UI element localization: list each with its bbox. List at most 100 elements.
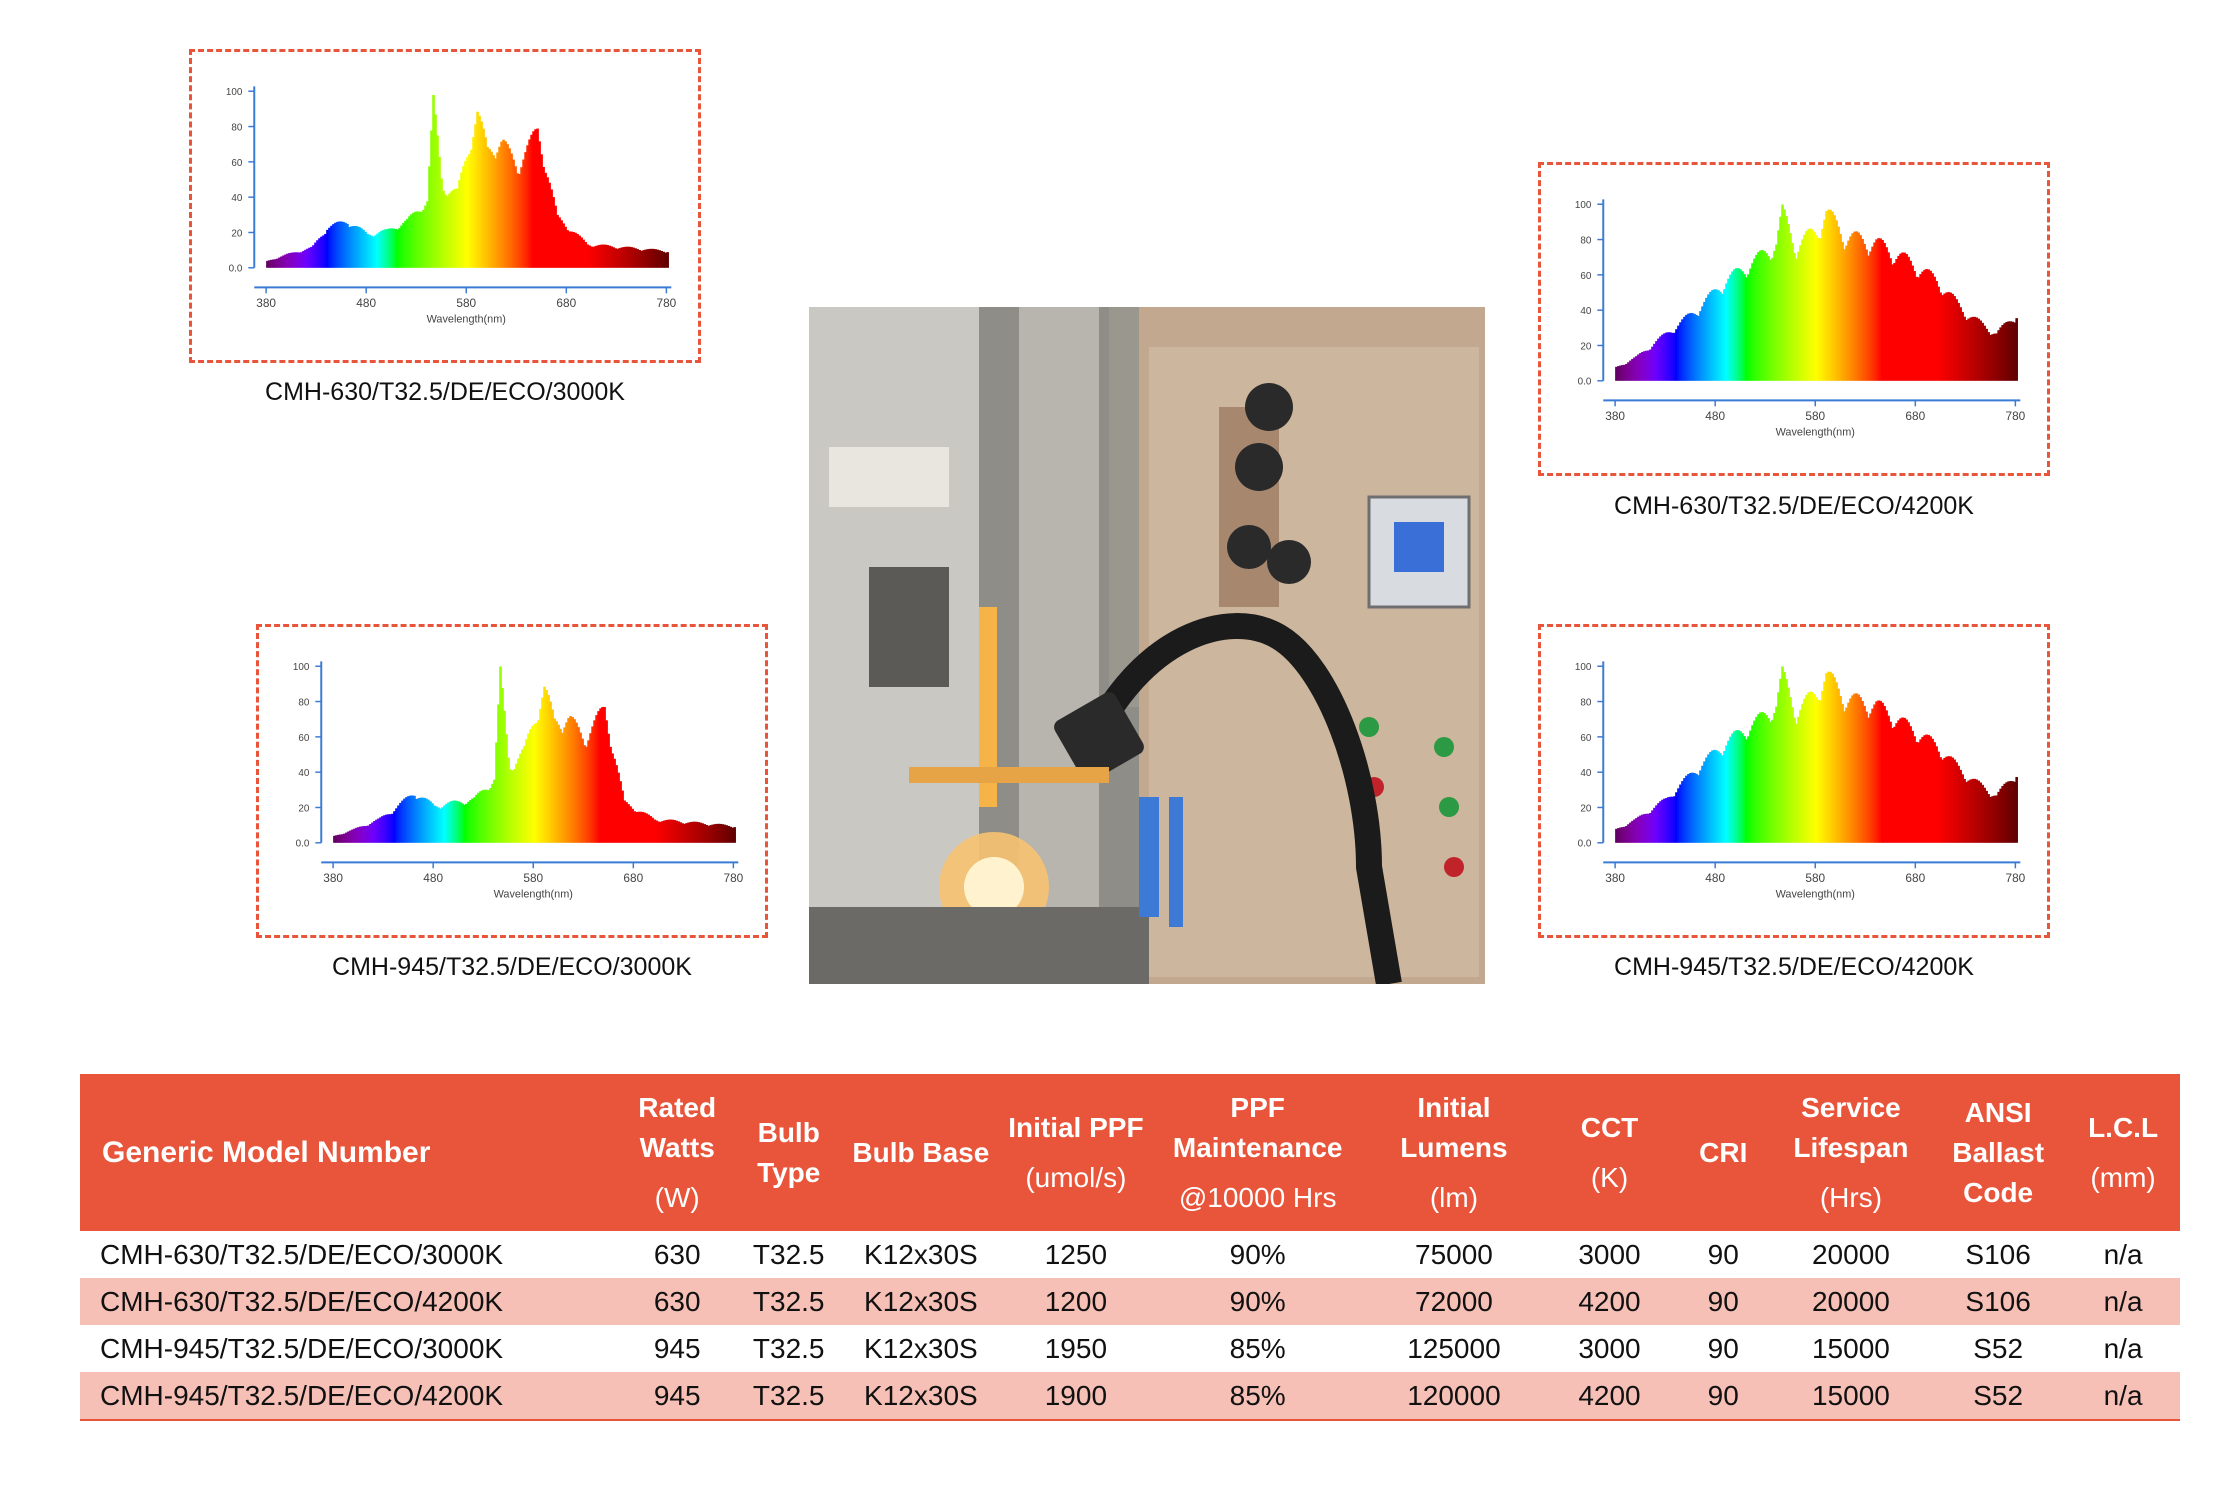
spectrum-bar xyxy=(1759,712,1762,843)
spectrum-bar xyxy=(342,221,345,268)
spectrum-bar xyxy=(1713,749,1716,843)
spectrum-bar xyxy=(727,825,730,843)
spectrum-bar xyxy=(489,788,492,843)
y-tick-label: 0.0 xyxy=(296,839,310,850)
spectrum-bar xyxy=(1971,316,1974,381)
table-row: CMH-945/T32.5/DE/ECO/4200K 945 T32.5 K12x30… xyxy=(80,1372,2180,1420)
spectrum-bar xyxy=(1911,730,1914,843)
spectrum-bar xyxy=(1799,245,1802,381)
spectrum-bar xyxy=(620,247,623,268)
spectrum-bar xyxy=(497,704,500,843)
spectrum-bar xyxy=(1967,318,1970,381)
spectrum-bar xyxy=(1925,734,1928,843)
spectrum-bar xyxy=(699,822,702,843)
spectrum-bar xyxy=(1801,703,1804,843)
spectrum-bar xyxy=(1679,322,1682,381)
spectrum-bar xyxy=(1741,271,1744,381)
spectrum-bar xyxy=(1779,216,1782,381)
spectrum-bar xyxy=(491,783,494,843)
table-cell: T32.5 xyxy=(752,1238,825,1270)
spectrum-bar xyxy=(354,225,357,268)
spectrum-bar xyxy=(681,823,684,843)
spectrum-bar xyxy=(437,807,440,843)
spectrum-bar xyxy=(545,690,548,843)
spectrum-bar xyxy=(707,825,710,843)
spectrum-bar xyxy=(375,819,378,843)
spectrum-bar xyxy=(1637,354,1640,381)
spectrum-bar xyxy=(570,231,573,268)
x-tick-label: 480 xyxy=(1705,871,1725,885)
spectrum-bar xyxy=(1953,759,1956,843)
header-cct: CCT (K) xyxy=(1580,1111,1639,1193)
spectrum-bar xyxy=(525,739,528,843)
x-tick-label: 580 xyxy=(456,296,476,310)
spectrum-bar xyxy=(335,835,338,843)
spectrum-bar xyxy=(1717,290,1720,381)
spectrum-bar xyxy=(1689,772,1692,843)
table-cell: n/a xyxy=(2103,1379,2143,1411)
spectrum-bar xyxy=(399,802,402,843)
header-cri: CRI xyxy=(1699,1136,1748,1168)
spectrum-bar xyxy=(507,757,510,843)
spectrum-bar xyxy=(1763,713,1766,843)
spectrum-bar xyxy=(1969,779,1972,843)
spectrum-bar xyxy=(677,821,680,843)
spectrum-bar xyxy=(1913,271,1916,381)
spectrum-bar xyxy=(695,821,698,843)
spectrum-bar xyxy=(1999,788,2002,843)
spectrum-bar xyxy=(428,166,431,268)
spectrum-bar xyxy=(1927,269,1930,381)
spectrum-bar xyxy=(593,720,596,843)
spectrum-bar xyxy=(1945,292,1948,381)
spectrum-bar xyxy=(272,259,275,268)
spectrum-bar xyxy=(1771,257,1774,381)
spectrum-bar xyxy=(528,139,531,268)
spectrum-bar xyxy=(1833,215,1836,381)
spectrum-bar xyxy=(537,720,540,843)
spectrum-bar xyxy=(523,745,526,843)
spectrum-bar xyxy=(1839,695,1842,843)
spectrum-bar xyxy=(359,826,362,843)
spectrum-bar xyxy=(480,121,483,268)
spectrum-bar xyxy=(1779,678,1782,843)
header-lcl: L.C.L (mm) xyxy=(2088,1111,2159,1193)
spectrum-bar xyxy=(626,246,629,268)
table-row: CMH-945/T32.5/DE/ECO/3000K 945 T32.5 K12x30… xyxy=(80,1325,2180,1372)
spectrum-bar xyxy=(723,824,726,843)
spectrum-bar xyxy=(1769,721,1772,843)
spectrum-bar xyxy=(673,820,676,843)
y-tick-label: 80 xyxy=(298,698,310,709)
spectrum-bar xyxy=(697,822,700,843)
spectrum-bar xyxy=(322,235,325,268)
spectrum-bar xyxy=(2007,781,2010,843)
spectrum-bar xyxy=(452,189,455,268)
spectrum-bar xyxy=(1997,791,2000,843)
spectrum-bar xyxy=(1807,692,1810,843)
spectrum-bar xyxy=(606,245,609,268)
spectrum-bar xyxy=(1733,269,1736,381)
table-cell: K12x30S xyxy=(864,1379,978,1411)
spectrum-bar xyxy=(2015,777,2018,843)
spectrum-bar xyxy=(294,252,297,268)
y-tick-label: 20 xyxy=(298,803,310,814)
spectrum-bar xyxy=(1899,253,1902,381)
table-cell: 90 xyxy=(1707,1238,1739,1270)
spectrum-bar xyxy=(355,827,358,843)
spectrum-bar xyxy=(1737,730,1740,843)
spectrum-bar xyxy=(1951,293,1954,381)
spectrum-bar xyxy=(1951,757,1954,843)
spectrum-bar xyxy=(650,248,653,268)
spectrum-bar xyxy=(1663,798,1666,843)
table-cell: n/a xyxy=(2103,1285,2143,1317)
table-cell: 90% xyxy=(1229,1285,1286,1317)
spectrum-bar xyxy=(573,719,576,843)
spectrum-bar xyxy=(292,252,295,268)
spectrum-bar xyxy=(1983,787,1986,843)
spectrum-bar xyxy=(1943,757,1946,843)
y-tick-label: 100 xyxy=(1575,200,1592,211)
spectrum-bar xyxy=(1851,695,1854,843)
spectrum-bar xyxy=(625,802,628,843)
spectrum-bar xyxy=(552,197,555,268)
y-tick-label: 60 xyxy=(1580,733,1592,744)
spectrum-bar xyxy=(517,758,520,843)
